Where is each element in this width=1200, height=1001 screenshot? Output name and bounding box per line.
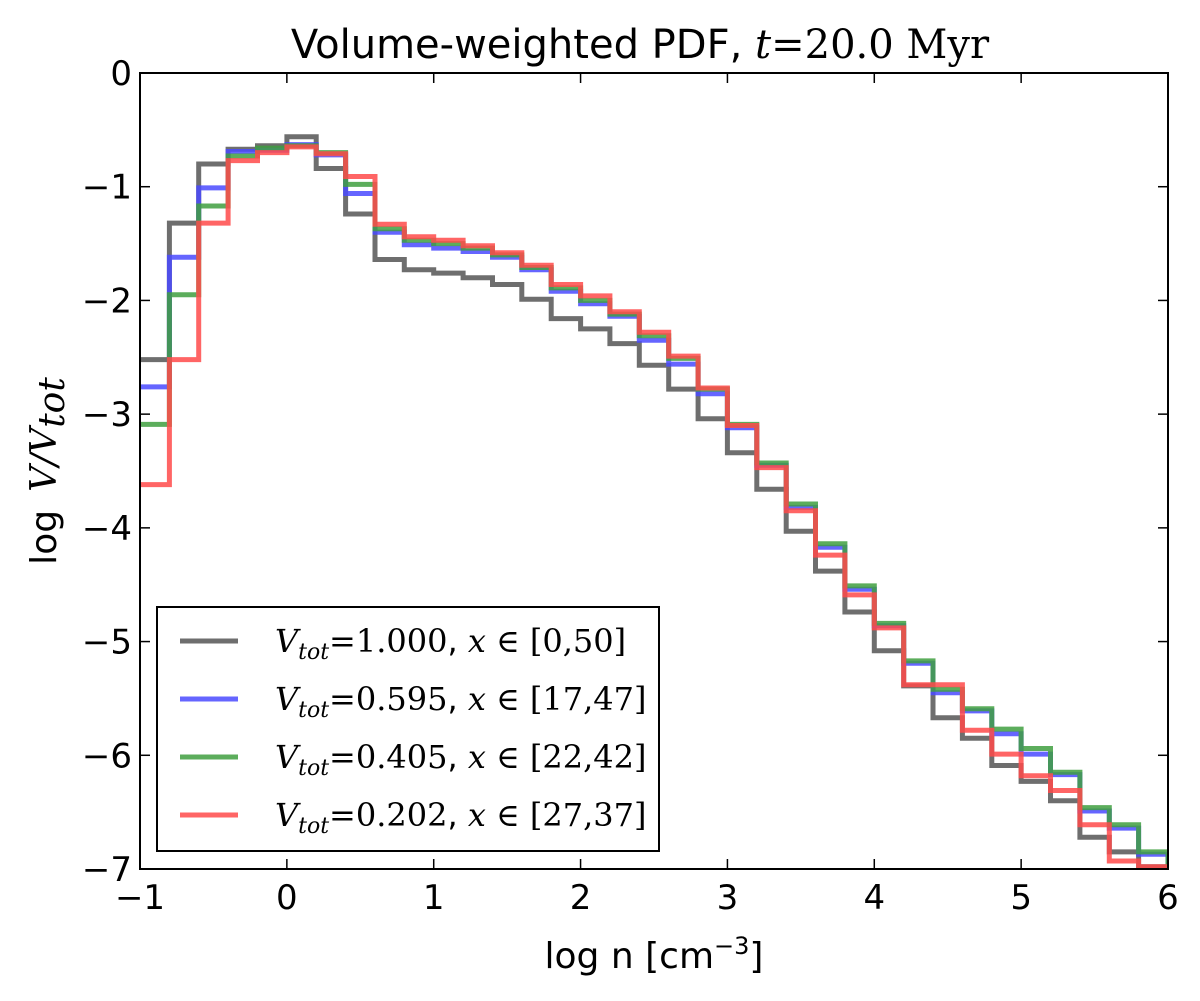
title-equals: =	[771, 22, 805, 68]
legend: Vtot=1.000, x ∈ [0,50] Vtot=0.595, x ∈ [1…	[156, 606, 660, 852]
y-axis-label-subscript: tot	[32, 377, 73, 428]
title-time-symbol: t	[755, 22, 772, 68]
y-axis-label-slash: /	[24, 450, 65, 469]
y-axis-label: log V/Vtot	[24, 377, 73, 565]
y-tick-label: −7	[82, 850, 132, 890]
x-tick-label: 1	[423, 878, 445, 918]
chart-title: Volume-weighted PDF, t=20.0 Myr	[291, 22, 990, 68]
x-tick-label: 0	[276, 878, 298, 918]
plot-frame	[139, 72, 1169, 870]
y-tick-label: −5	[82, 623, 132, 663]
x-tick-label: −1	[115, 878, 165, 918]
x-tick-label: 3	[717, 878, 739, 918]
y-tick-label: −2	[82, 281, 132, 321]
title-time-value: 20.0	[805, 22, 894, 68]
y-axis-label-numerator: V	[24, 462, 65, 492]
x-axis-label-exponent: −3	[714, 932, 749, 960]
x-tick-label: 6	[1157, 878, 1179, 918]
x-tick-label: 5	[1010, 878, 1032, 918]
title-prefix: Volume-weighted PDF,	[291, 22, 742, 68]
y-tick-label: −4	[82, 509, 132, 549]
legend-label-4: Vtot=0.202, x ∈ [27,37]	[275, 796, 646, 839]
y-tick-label: −6	[82, 736, 132, 776]
legend-label-2: Vtot=0.595, x ∈ [17,47]	[275, 680, 646, 723]
series-group	[140, 134, 1168, 869]
y-axis-label-log: log	[24, 510, 65, 565]
y-axis-label-denominator: V	[24, 424, 65, 454]
legend-label-1: Vtot=1.000, x ∈ [0,50]	[275, 622, 626, 665]
series-line-4	[140, 144, 1168, 869]
y-tick-label: 0	[110, 54, 132, 94]
x-axis-label: log n [cm−3]	[545, 932, 764, 977]
y-tick-label: −3	[82, 395, 132, 435]
x-axis-label-text: log n [cm	[545, 936, 715, 977]
x-axis-label-suffix: ]	[749, 936, 763, 977]
legend-label-3: Vtot=0.405, x ∈ [22,42]	[275, 738, 646, 781]
y-tick-label: −1	[82, 168, 132, 208]
tick-labels: −1 0 1 2 3 4 5 6 0 −1 −2 −3 −4 −5 −6 −7	[82, 54, 1179, 918]
x-tick-label: 2	[570, 878, 592, 918]
title-time-unit: Myr	[906, 22, 990, 68]
legend-box	[156, 606, 660, 852]
x-tick-label: 4	[863, 878, 885, 918]
